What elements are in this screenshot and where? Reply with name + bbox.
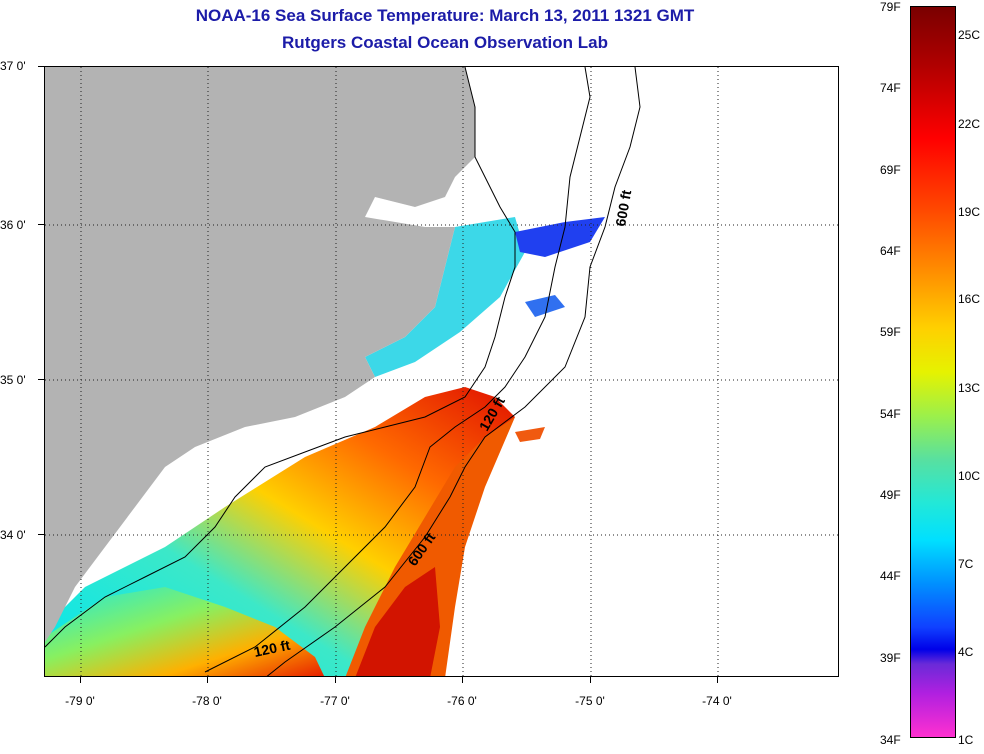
sst-warm-patch	[515, 427, 545, 442]
sst-cold-patch-2	[525, 295, 565, 317]
contour-label-120ft-south: 120 ft	[252, 637, 291, 660]
lon-label-78: -78 0'	[192, 694, 222, 708]
lon-label-75: -75 0'	[575, 694, 605, 708]
lon-label-74: -74 0'	[702, 694, 732, 708]
lon-label-76: -76 0'	[447, 694, 477, 708]
lon-label-77: -77 0'	[320, 694, 350, 708]
colorbar-c-13: 13C	[958, 381, 981, 395]
lat-label-34: 34 0'	[0, 528, 26, 542]
colorbar-c-7: 7C	[958, 557, 974, 571]
lat-label-37: 37 0'	[0, 59, 26, 73]
contour-600ft	[266, 67, 641, 676]
colorbar-c-25: 25C	[958, 28, 981, 42]
colorbar-f-49: 49F	[880, 488, 901, 502]
colorbar-c-22: 22C	[958, 117, 981, 131]
colorbar-f-34: 34F	[880, 733, 901, 747]
sst-cold-patch	[515, 217, 605, 257]
colorbar-f-44: 44F	[880, 569, 901, 583]
lat-label-35: 35 0'	[0, 373, 26, 387]
colorbar-f-54: 54F	[880, 407, 901, 421]
sst-hot-core	[355, 567, 440, 676]
lat-label-36: 36 0'	[0, 218, 26, 232]
map-subtitle: Rutgers Coastal Ocean Observation Lab	[282, 33, 608, 52]
colorbar-f-64: 64F	[880, 244, 901, 258]
colorbar-c-1: 1C	[958, 733, 974, 747]
sst-lower-left	[45, 587, 325, 676]
map-title: NOAA-16 Sea Surface Temperature: March 1…	[195, 6, 695, 25]
colorbar-c-16: 16C	[958, 292, 981, 306]
colorbar-f-59: 59F	[880, 325, 901, 339]
contour-label-600ft-north: 600 ft	[612, 188, 634, 227]
colorbar-f-39: 39F	[880, 651, 901, 665]
colorbar-f-79: 79F	[880, 0, 901, 14]
land-mass	[45, 67, 475, 642]
colorbar-f-74: 74F	[880, 81, 901, 95]
colorbar-f-69: 69F	[880, 163, 901, 177]
colorbar-c-10: 10C	[958, 469, 981, 483]
colorbar-c-4: 4C	[958, 645, 974, 659]
lon-label-79: -79 0'	[65, 694, 95, 708]
colorbar-c-19: 19C	[958, 205, 981, 219]
sst-map: 600 ft 120 ft 600 ft 120 ft	[44, 66, 839, 677]
temperature-colorbar	[910, 6, 956, 738]
contour-120ft	[204, 67, 591, 673]
coastline	[45, 67, 516, 648]
